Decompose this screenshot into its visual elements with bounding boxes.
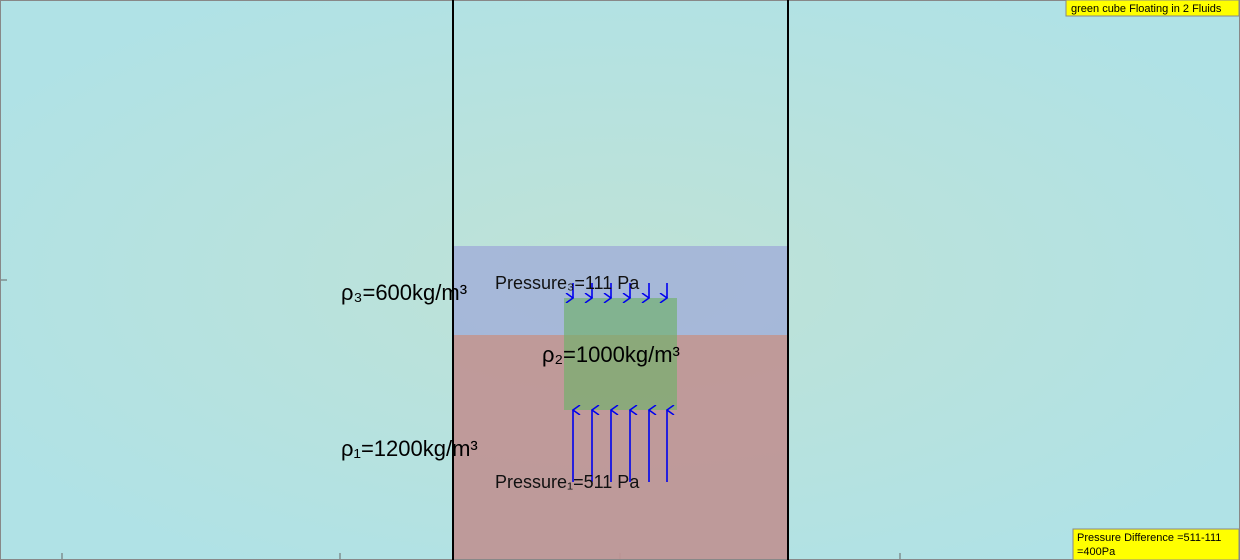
result-box (1072, 528, 1240, 560)
top-density-label: ρ₃=600kg/m³ (341, 280, 467, 305)
bottom-pressure-label: Pressure₁=511 Pa (495, 472, 640, 492)
top-pressure-label: Pressure₃=111 Pa (495, 273, 640, 293)
title-box (1065, 0, 1240, 17)
cube-density-label: ρ₂=1000kg/m³ (542, 342, 680, 367)
pressure-arrows (573, 283, 667, 482)
result-line: =400Pa (1077, 546, 1116, 558)
result-line: Pressure Difference =511-111 (1077, 532, 1221, 544)
cube (564, 298, 677, 410)
bottom-density-label: ρ₁=1200kg/m³ (341, 436, 478, 461)
title: green cube Floating in 2 Fluids (1071, 3, 1222, 15)
